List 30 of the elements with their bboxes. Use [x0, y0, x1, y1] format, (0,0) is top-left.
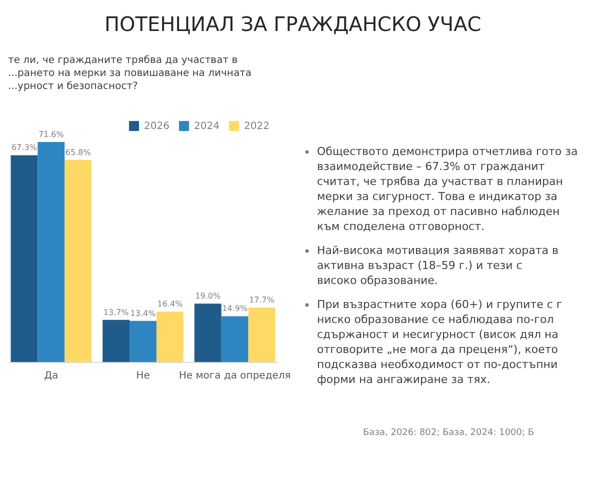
- text: Най-висока мотивация заявяват хората в активна възраст (18–59 г.) и тези с високо образование.: [317, 244, 559, 287]
- text: При възрастните хора (60+) и групите с г ниско образование се наблюдава по-гол сдържаност и несигурност (висок дял на отговорите „не мога да преценя“), което подсказва необходимост от по-достъпни форми на ангажиране за тях.: [317, 298, 562, 386]
- bar: [130, 320, 156, 362]
- bar: [102, 320, 130, 362]
- bar: [248, 308, 276, 362]
- chart-subtitle: те ли, че гражданите трябва да участват в ...рането на мерки за повишаване на личната ...урност и безопасност?: [8, 55, 252, 92]
- data-label: 17.7%: [249, 296, 275, 305]
- data-label: 13.7%: [103, 308, 130, 317]
- legend-label: 2022: [244, 121, 270, 132]
- data-label: 65.8%: [65, 148, 92, 157]
- bar: [64, 160, 92, 362]
- data-label: 16.4%: [157, 300, 184, 309]
- data-label: 67.3%: [12, 143, 38, 152]
- bar: [221, 316, 248, 362]
- chart-title: ПОТЕНЦИАЛ ЗА ГРАЖДАНСКО УЧАС: [104, 12, 482, 36]
- data-label: 19.0%: [195, 292, 221, 301]
- text: Обществото демонстрира отчетлива гото за взаимодействие – 67.3% от гражданит считат, че трябва да участват в планиран мерки за сигурност. Това е индикатор за желание за преход от пасивно наблюден към споделена отговорност.: [317, 145, 578, 233]
- text: База, 2026: 802; База, 2024: 1000; Б: [363, 428, 534, 438]
- legend-label: 2026: [144, 121, 170, 132]
- x-tick-label: Не: [136, 370, 150, 382]
- bar: [156, 312, 184, 362]
- data-label: 14.9%: [222, 304, 248, 314]
- data-label: 13.4%: [130, 308, 156, 318]
- legend-label: 2024: [194, 121, 220, 132]
- x-tick-label: Не мога да определя: [178, 370, 291, 382]
- bar: [10, 155, 38, 362]
- data-label: 71.6%: [38, 130, 64, 139]
- bar: [38, 142, 65, 362]
- bar: [194, 304, 222, 362]
- x-tick-label: Да: [44, 370, 58, 382]
